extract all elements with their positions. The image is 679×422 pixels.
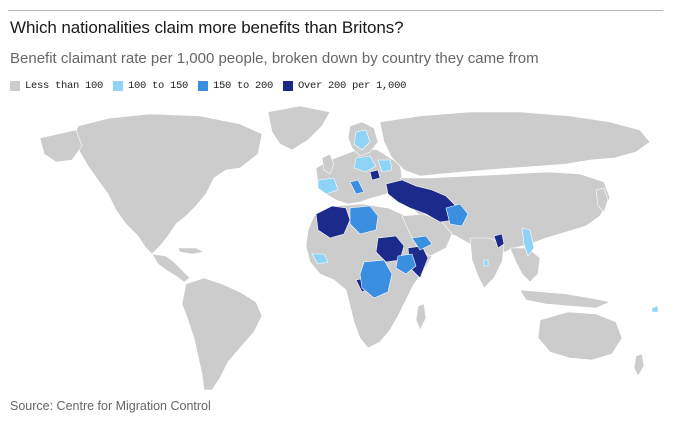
region-italy-mid	[349, 179, 365, 195]
legend-label: 150 to 200	[213, 80, 274, 92]
legend: Less than 100 100 to 150 150 to 200 Over…	[10, 80, 406, 92]
region-balkans-dark	[369, 169, 381, 181]
japan	[595, 187, 609, 213]
region-sri-lanka-light	[483, 259, 489, 267]
region-maghreb-dark	[315, 205, 351, 239]
region-pacific-light	[651, 305, 659, 313]
alaska	[39, 129, 83, 163]
indonesia	[519, 289, 611, 309]
legend-swatch-light-blue	[113, 81, 124, 91]
australia	[537, 311, 623, 361]
russia	[379, 111, 651, 177]
legend-item-over-200: Over 200 per 1,000	[283, 80, 406, 92]
region-afghanistan-mid	[445, 203, 469, 227]
madagascar	[415, 303, 427, 331]
page-subtitle: Benefit claimant rate per 1,000 people, …	[10, 50, 539, 67]
world-map	[39, 105, 659, 390]
legend-swatch-gray	[10, 81, 20, 91]
cuba	[177, 247, 205, 255]
legend-swatch-mid-blue	[198, 81, 209, 91]
region-vietnam-light	[521, 227, 535, 257]
landmasses	[39, 105, 651, 390]
legend-label: Over 200 per 1,000	[298, 80, 407, 92]
new-zealand	[633, 353, 645, 377]
region-central-europe-light	[353, 155, 377, 173]
page-title: Which nationalities claim more benefits …	[10, 18, 404, 37]
region-eastern-europe-light	[377, 159, 393, 173]
region-libya-mid	[349, 205, 379, 235]
legend-item-150-to-200: 150 to 200	[198, 80, 273, 92]
legend-label: 100 to 150	[128, 80, 189, 92]
region-congo-mid	[359, 259, 393, 299]
south-america	[181, 277, 263, 390]
uk-ireland	[321, 153, 335, 175]
legend-item-less-than-100: Less than 100	[10, 80, 103, 92]
region-bangladesh-dark	[493, 233, 505, 249]
legend-item-100-to-150: 100 to 150	[113, 80, 188, 92]
region-iberia-light	[317, 177, 339, 195]
region-scandinavia-light	[353, 129, 371, 151]
highlighted-countries	[311, 129, 659, 313]
legend-swatch-dark-blue	[283, 81, 294, 91]
region-ethiopia-mid	[395, 253, 417, 275]
region-west-africa-light	[311, 253, 329, 265]
north-america	[73, 113, 263, 255]
legend-label: Less than 100	[25, 80, 104, 92]
source-note: Source: Centre for Migration Control	[10, 399, 211, 413]
central-america	[151, 253, 191, 283]
top-rule	[8, 10, 663, 11]
southeast-asia	[509, 247, 541, 283]
greenland	[267, 105, 331, 151]
region-yemen-mid	[411, 235, 433, 251]
